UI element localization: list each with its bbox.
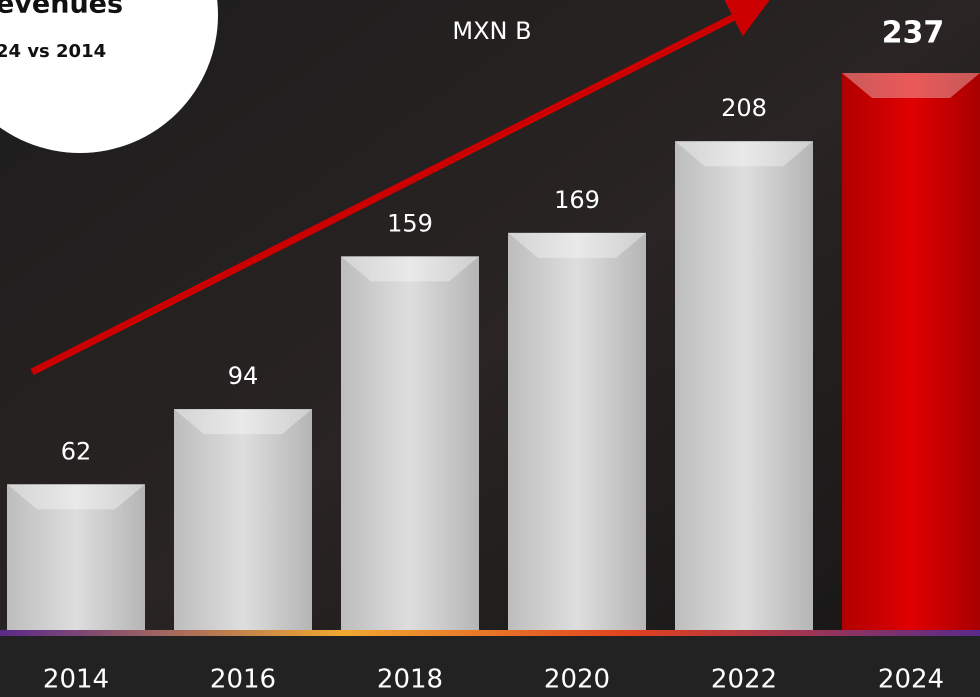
x-tick-label: 2024	[878, 665, 944, 695]
unit-label: MXN B	[452, 17, 531, 45]
bar	[341, 256, 479, 630]
chart: evenues 24 vs 2014 MXN B 62 2014 94 2016 159…	[0, 0, 980, 697]
value-label: 94	[228, 362, 259, 390]
chart-title: evenues	[0, 0, 123, 20]
footer-band	[0, 633, 980, 697]
x-tick-label: 2018	[377, 665, 443, 695]
value-label: 62	[61, 437, 92, 465]
value-label: 208	[721, 94, 767, 122]
x-tick-label: 2014	[43, 665, 109, 695]
bar	[675, 141, 813, 630]
chart-subtitle: 24 vs 2014	[0, 41, 106, 62]
bar	[174, 409, 312, 630]
bar	[508, 233, 646, 630]
value-label: 159	[387, 209, 433, 237]
x-tick-label: 2022	[711, 665, 777, 695]
value-label: 169	[554, 186, 600, 214]
value-label-highlight: 237	[882, 16, 945, 51]
baseline-rule	[0, 630, 980, 636]
x-tick-label: 2016	[210, 665, 276, 695]
bar	[842, 73, 980, 630]
x-tick-label: 2020	[544, 665, 610, 695]
